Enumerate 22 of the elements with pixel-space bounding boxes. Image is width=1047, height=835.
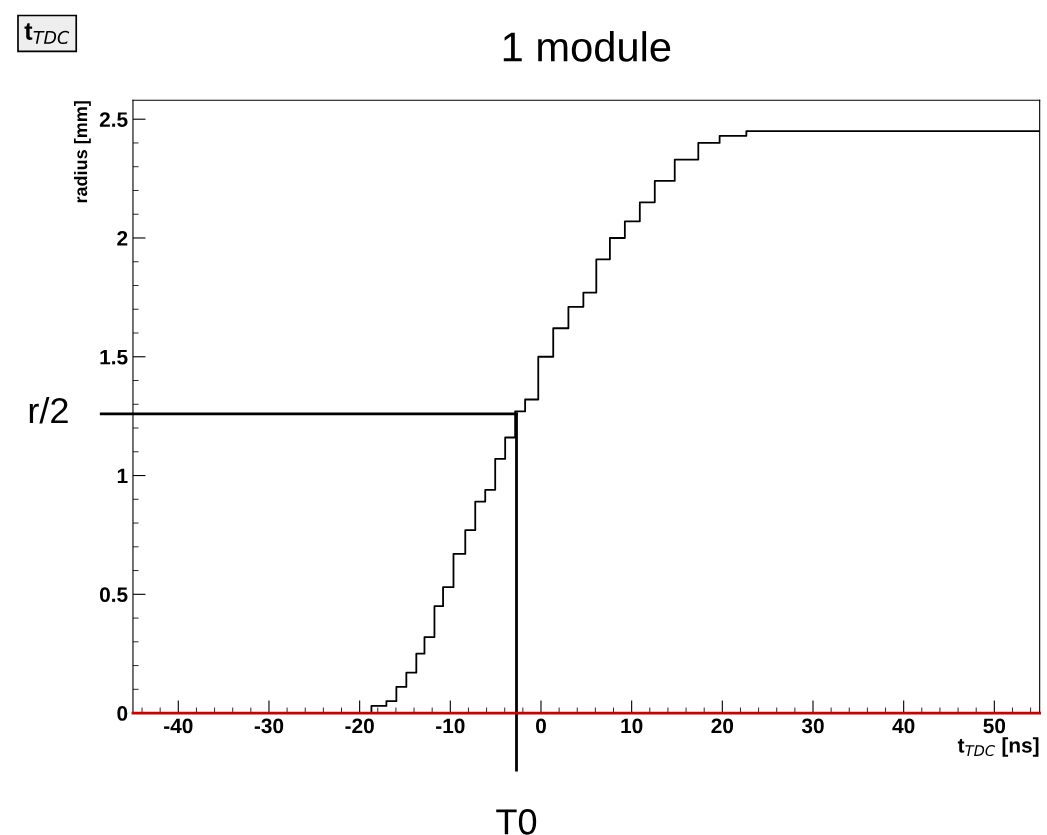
- x-tick-label: 50: [983, 718, 1006, 734]
- x-tick-label: 0: [536, 718, 546, 734]
- text: t$_{TDC}$: [24, 23, 70, 45]
- x-tick-label: -30: [254, 718, 284, 734]
- x-tick-label: 20: [711, 718, 734, 734]
- y-tick-label: 0.5: [99, 587, 128, 603]
- ref-line-label: T0: [496, 809, 537, 835]
- x-tick-label: 10: [621, 718, 643, 734]
- x-tick-label: -20: [345, 718, 374, 734]
- x-tick-label: -40: [164, 718, 193, 734]
- x-tick-label: 40: [892, 718, 915, 734]
- ref-line-label: r/2: [29, 396, 68, 424]
- y-axis-title: radius [mm]: [73, 101, 91, 203]
- y-tick-label: 2: [117, 230, 128, 246]
- y-tick-label: 1: [117, 468, 128, 484]
- x-tick-label: 30: [801, 718, 824, 734]
- y-tick-label: 2.5: [99, 112, 128, 127]
- y-tick-label: 0: [117, 706, 128, 721]
- x-axis-title: t$_{TDC}$ [ns]: [957, 737, 1039, 757]
- y-tick-label: 1.5: [100, 349, 128, 365]
- chart-title: 1 module: [503, 31, 671, 62]
- x-tick-label: -10: [436, 718, 465, 734]
